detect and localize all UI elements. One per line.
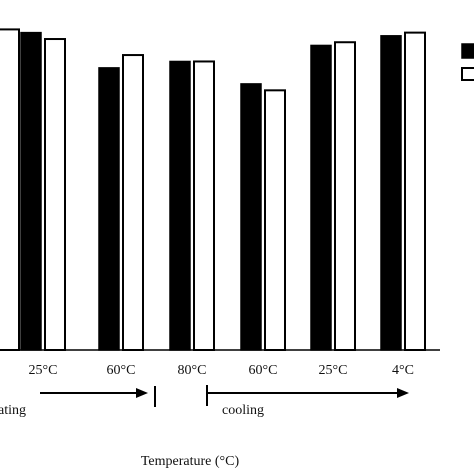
legend-swatch-series-1 <box>461 43 474 59</box>
heating-arrow <box>40 386 156 407</box>
legend-swatch-series-2 <box>461 67 474 81</box>
x-tick-label: 4°C <box>392 363 414 378</box>
bar-series-1-6 <box>380 35 402 351</box>
bar-series-1-5 <box>310 44 332 351</box>
heating-label: ating <box>0 403 26 418</box>
bars-layer <box>0 28 426 352</box>
x-tick-label: 80°C <box>178 363 207 378</box>
x-tick-labels: 25°C 60°C 80°C 60°C 25°C 4°C <box>29 363 414 378</box>
cooling-label: cooling <box>222 403 264 418</box>
bar-series-2-1 <box>44 38 66 351</box>
bar-series-2-3 <box>193 60 215 352</box>
x-tick-label: 60°C <box>107 363 136 378</box>
bar-series-1-3 <box>169 60 191 351</box>
bar-series-1-2 <box>98 67 120 351</box>
x-tick-label: 25°C <box>319 363 348 378</box>
x-tick-label: 25°C <box>29 363 58 378</box>
bar-series-1-1 <box>20 31 42 351</box>
bar-series-2-0 <box>0 28 20 351</box>
x-tick-label: 60°C <box>249 363 278 378</box>
bar-series-2-2 <box>122 54 144 351</box>
legend <box>461 43 474 81</box>
bar-series-1-4 <box>240 83 262 351</box>
x-axis-title: Temperature (°C) <box>141 454 240 469</box>
bar-series-2-4 <box>264 89 286 352</box>
cooling-arrow <box>206 385 409 406</box>
bar-series-2-5 <box>334 41 356 352</box>
bar-series-2-6 <box>404 31 426 351</box>
